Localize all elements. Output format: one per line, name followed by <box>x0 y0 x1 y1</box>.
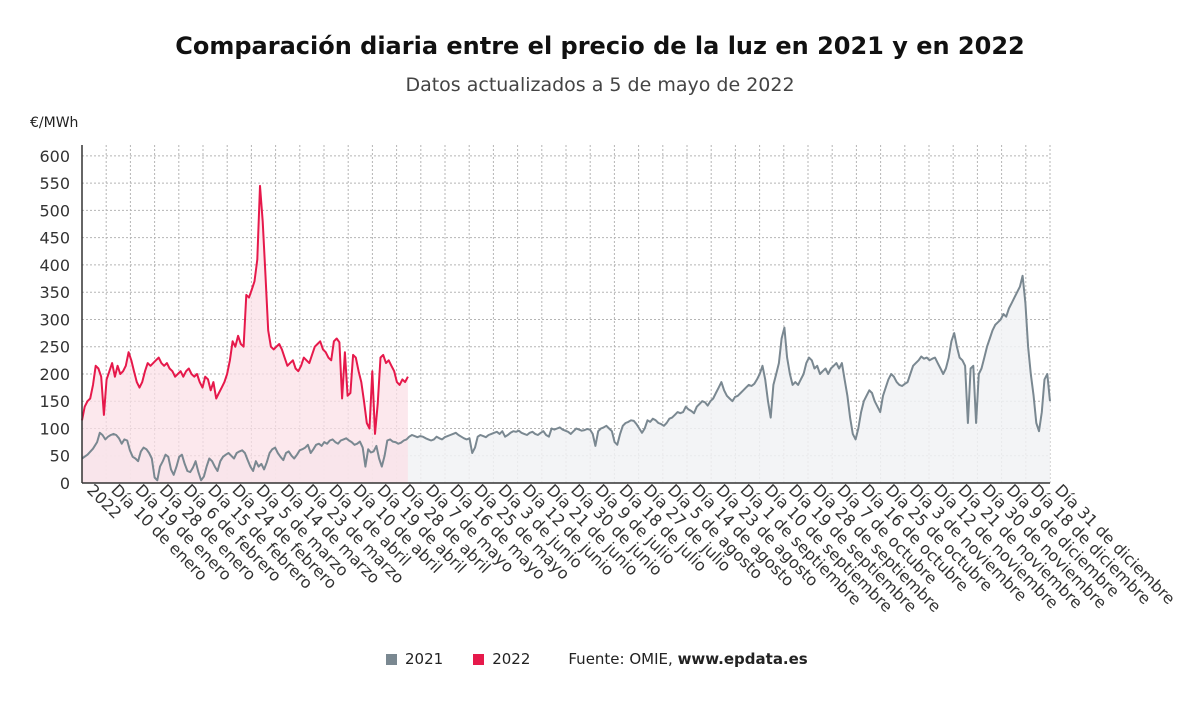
y-tick-label: 250 <box>39 338 70 357</box>
legend-item-2022[interactable]: 2022 <box>473 650 530 668</box>
y-tick-label: 300 <box>39 310 70 329</box>
y-tick-label: 550 <box>39 174 70 193</box>
source-prefix: Fuente: OMIE, <box>568 650 673 668</box>
y-tick-label: 500 <box>39 201 70 220</box>
y-tick-label: 100 <box>39 419 70 438</box>
y-tick-label: 350 <box>39 283 70 302</box>
source-note: Fuente: OMIE, www.epdata.es <box>568 650 807 668</box>
legend-item-2021[interactable]: 2021 <box>386 650 443 668</box>
chart-title: Comparación diaria entre el precio de la… <box>175 32 1025 60</box>
legend-label-2021: 2021 <box>405 650 444 668</box>
legend-swatch-2022 <box>473 653 485 665</box>
source-site: www.epdata.es <box>677 650 808 668</box>
y-axis-unit: €/MWh <box>30 115 79 131</box>
legend-swatch-2021 <box>386 653 397 665</box>
legend-label-2022: 2022 <box>492 650 531 668</box>
y-tick-label: 600 <box>39 147 70 166</box>
series-line-2021 <box>81 274 1051 482</box>
series-area-2021 <box>82 275 1050 483</box>
y-tick-label: 200 <box>39 365 70 384</box>
y-tick-label: 400 <box>39 256 70 275</box>
chart-legend: 2021 2022 Fuente: OMIE, www.epdata.es <box>386 650 808 668</box>
y-tick-label: 450 <box>39 229 70 248</box>
chart-subtitle: Datos actualizados a 5 de mayo de 2022 <box>405 74 795 96</box>
y-tick-label: 0 <box>60 474 70 493</box>
y-tick-label: 150 <box>39 392 70 411</box>
y-tick-label: 50 <box>50 447 70 466</box>
series-line-2022 <box>81 184 409 435</box>
